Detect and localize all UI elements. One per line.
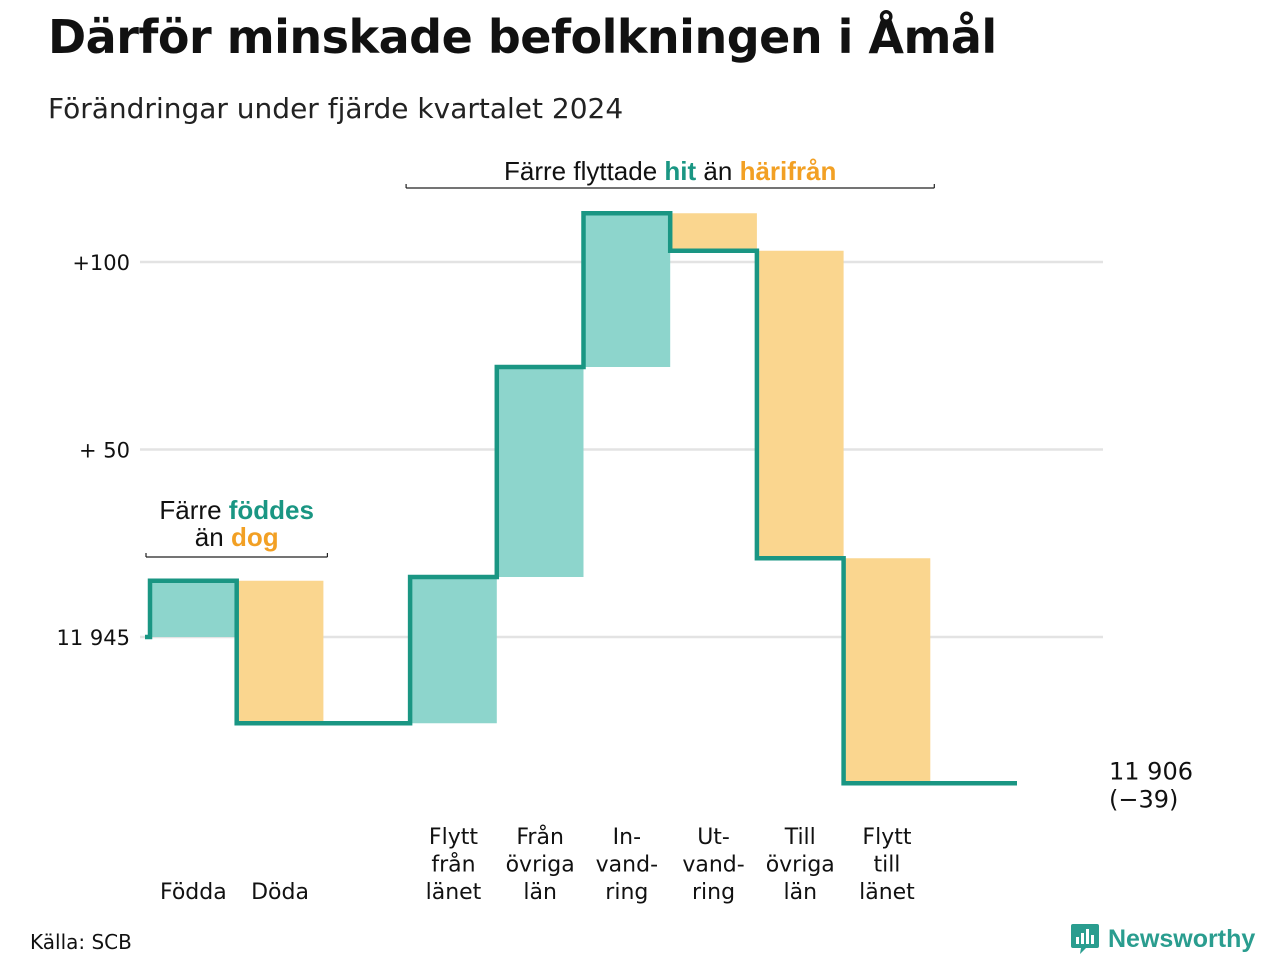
annotation-1-line-1: Färre flyttade hit än härifrån — [504, 156, 836, 186]
brand-name: Newsworthy — [1108, 924, 1256, 953]
category-label-7-1: övriga — [766, 853, 835, 878]
cumulative-step-line — [145, 211, 1017, 786]
category-label-5-1: vand- — [596, 853, 658, 878]
bar-chart-bubble-icon — [1071, 924, 1099, 954]
category-label-4-0: Från — [516, 824, 564, 850]
category-label-5-0: In- — [613, 825, 641, 850]
y-tick-label-2: +100 — [72, 251, 130, 275]
category-labels: Födda DödaFlyttfrånlänetFrånövrigalänIn-v… — [160, 824, 915, 905]
y-axis-ticks: 11 945 + 50 +100 — [57, 251, 130, 650]
category-label-3-0: Flytt — [429, 825, 478, 850]
bar-0 — [150, 580, 237, 637]
end-value-labels: 11 906(−39) — [1109, 757, 1193, 813]
annotation-1-line-1-part-0: Färre flyttade — [504, 156, 664, 186]
annotation-0-line-2: än dog — [195, 522, 279, 552]
bar-8 — [843, 558, 931, 784]
category-label-0-0: Födda — [160, 880, 227, 905]
y-tick-label-0: 11 945 — [57, 626, 130, 650]
category-label-7-0: Till — [784, 825, 816, 850]
chart-title: Därför minskade befolkningen i Åmål — [48, 10, 997, 64]
category-label-7-2: län — [783, 880, 817, 905]
category-label-3-1: från — [431, 852, 475, 878]
category-label-6-0: Ut- — [697, 825, 730, 850]
annotation-1-line-1-part-2: än — [696, 156, 739, 186]
bars — [150, 213, 931, 784]
end-value-label: 11 906 — [1109, 757, 1193, 785]
annotation-1-line-1-part-3: härifrån — [740, 156, 837, 186]
category-label-1-0: Döda — [251, 880, 309, 905]
bar-3 — [410, 577, 497, 724]
annotation-0-line-2-part-0: än — [195, 522, 231, 552]
annotation-1-line-1-part-1: hit — [664, 156, 696, 186]
category-label-3-2: länet — [426, 880, 482, 905]
source-note: Källa: SCB — [30, 930, 132, 954]
category-label-6-1: vand- — [682, 853, 744, 878]
y-tick-label-1: + 50 — [79, 439, 130, 463]
annotation-0-line-2-part-1: dog — [231, 522, 279, 552]
bar-6 — [670, 213, 757, 251]
annotation-0-line-1: Färre föddes — [159, 495, 314, 525]
bar-1 — [236, 580, 324, 724]
category-label-4-2: län — [523, 880, 557, 905]
step-line-group — [145, 211, 1017, 786]
category-label-6-2: ring — [692, 880, 735, 905]
annotation-0-line-1-part-0: Färre — [159, 495, 228, 525]
brand-logo: Newsworthy — [1070, 922, 1255, 956]
category-label-8-2: länet — [859, 880, 915, 905]
bar-4 — [496, 367, 584, 577]
category-label-8-1: till — [873, 853, 900, 878]
chart-subtitle: Förändringar under fjärde kvartalet 2024 — [48, 92, 624, 125]
category-label-5-2: ring — [605, 880, 648, 905]
bar-7 — [756, 250, 844, 559]
annotation-0-line-1-part-1: föddes — [229, 495, 314, 525]
category-label-8-0: Flytt — [862, 825, 911, 850]
end-change-label: (−39) — [1109, 785, 1178, 813]
category-label-4-1: övriga — [506, 853, 575, 878]
bar-5 — [583, 213, 671, 367]
